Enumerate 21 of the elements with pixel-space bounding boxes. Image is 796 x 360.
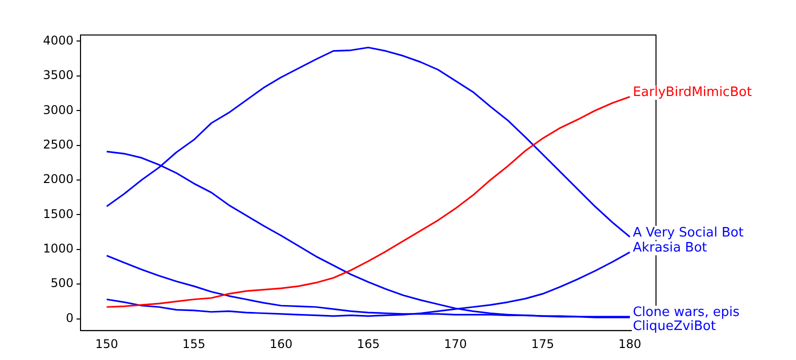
x-tick-label: 170	[444, 336, 467, 351]
y-tick-label: 4000	[42, 33, 74, 48]
series-label: Akrasia Bot	[632, 240, 708, 256]
x-tick-label: 150	[95, 336, 118, 351]
x-tick-label: 160	[270, 336, 293, 351]
y-tick-label: 2500	[42, 137, 74, 152]
x-tick-label: 165	[356, 336, 380, 351]
x-tick-label: 180	[618, 336, 642, 351]
x-tick-label: 175	[531, 336, 554, 351]
y-tick-label: 1500	[42, 206, 74, 221]
x-tick-label: 155	[182, 336, 206, 351]
y-tick-label: 2000	[42, 172, 74, 186]
y-tick-label: 1000	[42, 242, 74, 256]
series-label: CliqueZviBot	[632, 319, 716, 334]
series-label: Clone wars, epis	[632, 305, 740, 320]
y-tick-label: 3500	[42, 68, 74, 82]
series-label: A Very Social Bot	[632, 225, 744, 240]
y-tick-label: 3000	[42, 102, 74, 117]
y-tick-label: 500	[50, 276, 74, 290]
series-label: EarlyBirdMimicBot	[632, 85, 752, 100]
y-tick-label: 0	[66, 310, 74, 325]
